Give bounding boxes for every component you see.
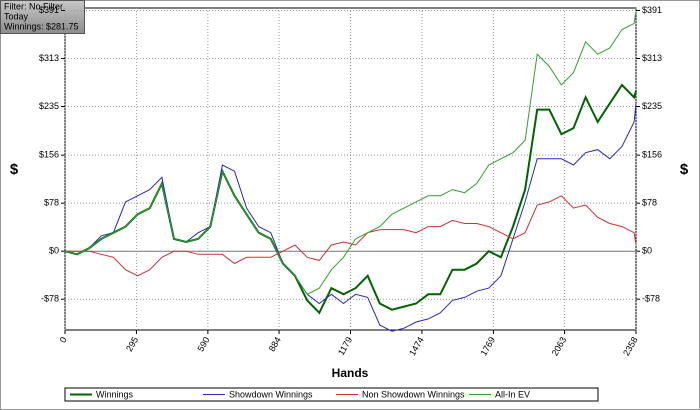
legend-label: All-In EV: [495, 389, 530, 399]
series-line: [65, 195, 637, 277]
y-tick-label: $0: [49, 246, 59, 256]
y-tick-label: $78: [44, 198, 59, 208]
y-tick-label: -$78: [41, 294, 59, 304]
y2-tick-label: $78: [642, 198, 657, 208]
y2-tick-label: $0: [642, 246, 652, 256]
y-tick-label: $391: [39, 5, 59, 15]
y-axis-label: $: [10, 161, 19, 178]
x-axis-label: Hands: [332, 366, 369, 380]
info-text: Today: [4, 11, 29, 21]
y-tick-label: $235: [39, 101, 59, 111]
info-box: [0, 0, 85, 34]
series-line: [64, 103, 637, 332]
y2-tick-label: $156: [642, 150, 662, 160]
legend-label: Winnings: [96, 389, 134, 399]
legend-label: Showdown Winnings: [229, 389, 313, 399]
plot-area: [64, 7, 637, 331]
legend: [64, 387, 599, 402]
info-text: Filter: No Filter: [4, 1, 63, 11]
y2-tick-label: $391: [642, 5, 662, 15]
legend-label: Non Showdown Winnings: [362, 389, 465, 399]
y-tick-label: $156: [39, 150, 59, 160]
y2-tick-label: -$78: [642, 294, 660, 304]
x-tick-label: 0: [58, 335, 69, 344]
y-tick-label: $313: [39, 53, 59, 63]
y2-tick-label: $235: [642, 101, 662, 111]
info-text: Winnings: $281.75: [4, 21, 79, 31]
series-line: [64, 11, 637, 295]
y2-axis-label: $: [680, 161, 689, 178]
y2-tick-label: $313: [642, 53, 662, 63]
